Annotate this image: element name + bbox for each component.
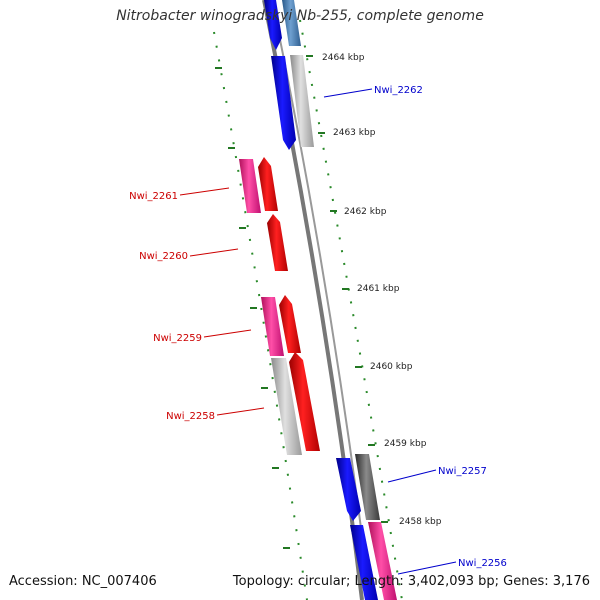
feature-cds-nwi-2260[interactable] bbox=[267, 214, 288, 271]
feature-cds-nwi-2259[interactable] bbox=[279, 295, 301, 353]
feature-gene-nwi-2262[interactable] bbox=[290, 55, 314, 147]
genome-backbone-inner bbox=[271, 0, 371, 600]
leader-nwi-2256 bbox=[397, 561, 457, 575]
leader-nwi-2257 bbox=[387, 469, 437, 483]
feature-cds-nwi-2258[interactable] bbox=[289, 352, 320, 451]
feature-cds-top[interactable] bbox=[264, 0, 282, 50]
feature-gene-nwi-2258[interactable] bbox=[271, 358, 302, 455]
gene-label-nwi-2258[interactable]: Nwi_2258 bbox=[166, 411, 215, 422]
leader-nwi-2259 bbox=[203, 329, 252, 338]
leader-nwi-2261 bbox=[179, 187, 230, 196]
scale-label-2462: 2462 kbp bbox=[344, 207, 387, 217]
feature-cds-nwi-2262[interactable] bbox=[271, 56, 296, 150]
scale-label-2460: 2460 kbp bbox=[370, 362, 413, 372]
feature-gene-top[interactable] bbox=[282, 0, 301, 46]
inner-tick-track bbox=[213, 31, 308, 600]
feature-cds-nwi-2256[interactable] bbox=[350, 525, 378, 600]
scale-label-2458: 2458 kbp bbox=[399, 517, 442, 527]
gene-label-nwi-2260[interactable]: Nwi_2260 bbox=[139, 251, 188, 262]
scale-label-2459: 2459 kbp bbox=[384, 439, 427, 449]
gene-label-nwi-2261[interactable]: Nwi_2261 bbox=[129, 191, 178, 202]
leader-nwi-2262 bbox=[323, 88, 373, 98]
gene-label-nwi-2262[interactable]: Nwi_2262 bbox=[374, 85, 423, 96]
feature-gene-nwi-2261[interactable] bbox=[239, 159, 261, 213]
feature-gene-nwi-2257[interactable] bbox=[355, 454, 380, 520]
gene-features bbox=[239, 0, 397, 600]
gene-label-nwi-2257[interactable]: Nwi_2257 bbox=[438, 466, 487, 477]
gene-label-nwi-2259[interactable]: Nwi_2259 bbox=[153, 333, 202, 344]
leader-nwi-2258 bbox=[216, 407, 265, 416]
scale-label-2464: 2464 kbp bbox=[322, 53, 365, 63]
label-leaders bbox=[179, 88, 457, 575]
gene-label-nwi-2256[interactable]: Nwi_2256 bbox=[458, 558, 507, 569]
scale-label-2461: 2461 kbp bbox=[357, 284, 400, 294]
feature-cds-nwi-2257[interactable] bbox=[336, 458, 361, 521]
feature-gene-nwi-2259[interactable] bbox=[261, 297, 284, 356]
feature-cds-nwi-2261[interactable] bbox=[258, 157, 278, 211]
accession-text: Accession: NC_007406 bbox=[9, 574, 157, 589]
map-title: Nitrobacter winogradskyi Nb-255, complet… bbox=[116, 8, 484, 24]
scale-major-ticks bbox=[306, 55, 388, 523]
genome-summary-text: Topology: circular; Length: 3,402,093 bp… bbox=[232, 574, 590, 589]
leader-nwi-2260 bbox=[189, 248, 239, 257]
scale-label-2463: 2463 kbp bbox=[333, 128, 376, 138]
inner-major-ticks bbox=[215, 67, 290, 549]
feature-gene-nwi-2256[interactable] bbox=[368, 522, 397, 600]
